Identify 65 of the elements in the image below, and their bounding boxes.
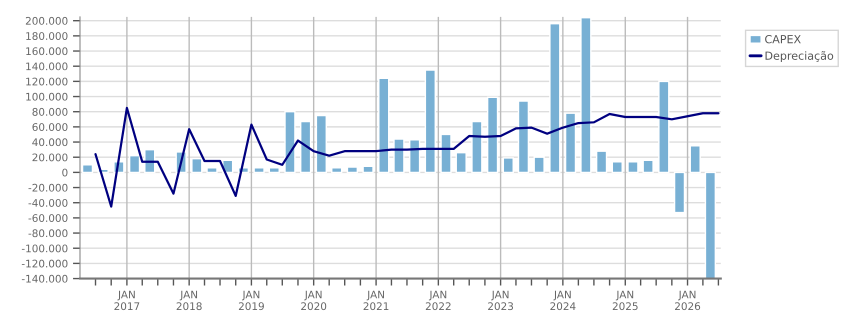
y-tick-label: -20.000: [28, 184, 68, 192]
y-tick-label: -40.000: [28, 198, 68, 207]
bar: [596, 150, 608, 174]
y-tick-label: 0: [62, 168, 68, 176]
y-tick-label: 120.000: [26, 78, 68, 86]
y-tick-label: 20.000: [32, 153, 68, 162]
bar: [346, 166, 358, 174]
bar: [440, 134, 452, 174]
bar: [362, 166, 374, 174]
bar: [642, 160, 654, 174]
x-tick-label: JAN 2017: [114, 290, 140, 310]
bar: [300, 120, 312, 174]
bar: [424, 69, 436, 174]
y-tick-label: 80.000: [32, 108, 68, 116]
bar: [549, 23, 560, 174]
y-tick-label: -120.000: [22, 260, 68, 268]
bar: [486, 96, 498, 174]
bar: [82, 164, 94, 174]
x-tick-label: JAN 2024: [550, 290, 576, 310]
bar: [206, 167, 218, 174]
bar: [518, 100, 530, 174]
x-tick-label: JAN 2021: [364, 290, 388, 310]
bar: [378, 78, 390, 174]
y-tick-label: 40.000: [32, 138, 68, 146]
bar: [627, 161, 639, 174]
bar: [128, 155, 140, 174]
bar: [331, 167, 342, 174]
bar: [564, 112, 576, 174]
bar: [393, 138, 405, 174]
y-tick-label: -80.000: [28, 229, 68, 238]
x-tick-label: JAN 2018: [176, 290, 202, 310]
y-tick-label: -60.000: [28, 214, 68, 222]
y-tick-label: 180.000: [26, 32, 68, 40]
x-tick-label: JAN 2023: [488, 290, 514, 310]
bar: [456, 152, 467, 174]
bar: [534, 156, 545, 174]
bar: [690, 145, 701, 174]
bar: [316, 114, 327, 174]
x-tick-label: JAN 2026: [675, 290, 700, 310]
bar: [408, 139, 420, 174]
bar: [674, 172, 686, 214]
bar: [704, 172, 716, 279]
bar: [502, 157, 514, 174]
bar: [580, 16, 592, 174]
x-tick-label: JAN 2025: [612, 290, 638, 310]
y-tick-label: 160.000: [26, 47, 68, 56]
x-tick-label: JAN 2019: [238, 290, 264, 310]
bar: [284, 111, 296, 174]
bar: [253, 167, 265, 174]
y-tick-label: 200.000: [26, 16, 68, 25]
bar: [268, 167, 280, 174]
y-tick-label: 140.000: [26, 62, 68, 70]
bar: [191, 158, 202, 174]
line-series: [94, 106, 720, 208]
legend-label: Depreciação: [766, 51, 834, 62]
bar: [658, 80, 670, 174]
y-tick-label: -100.000: [22, 244, 68, 252]
x-tick-label: JAN 2022: [426, 290, 451, 310]
x-tick-label: JAN 2020: [301, 290, 326, 310]
bar: [612, 161, 623, 174]
y-tick-label: -140.000: [22, 274, 68, 283]
y-tick-label: 60.000: [32, 123, 68, 131]
bar: [471, 120, 483, 174]
y-tick-label: 100.000: [26, 92, 68, 101]
legend-label: CAPEX: [765, 34, 801, 44]
